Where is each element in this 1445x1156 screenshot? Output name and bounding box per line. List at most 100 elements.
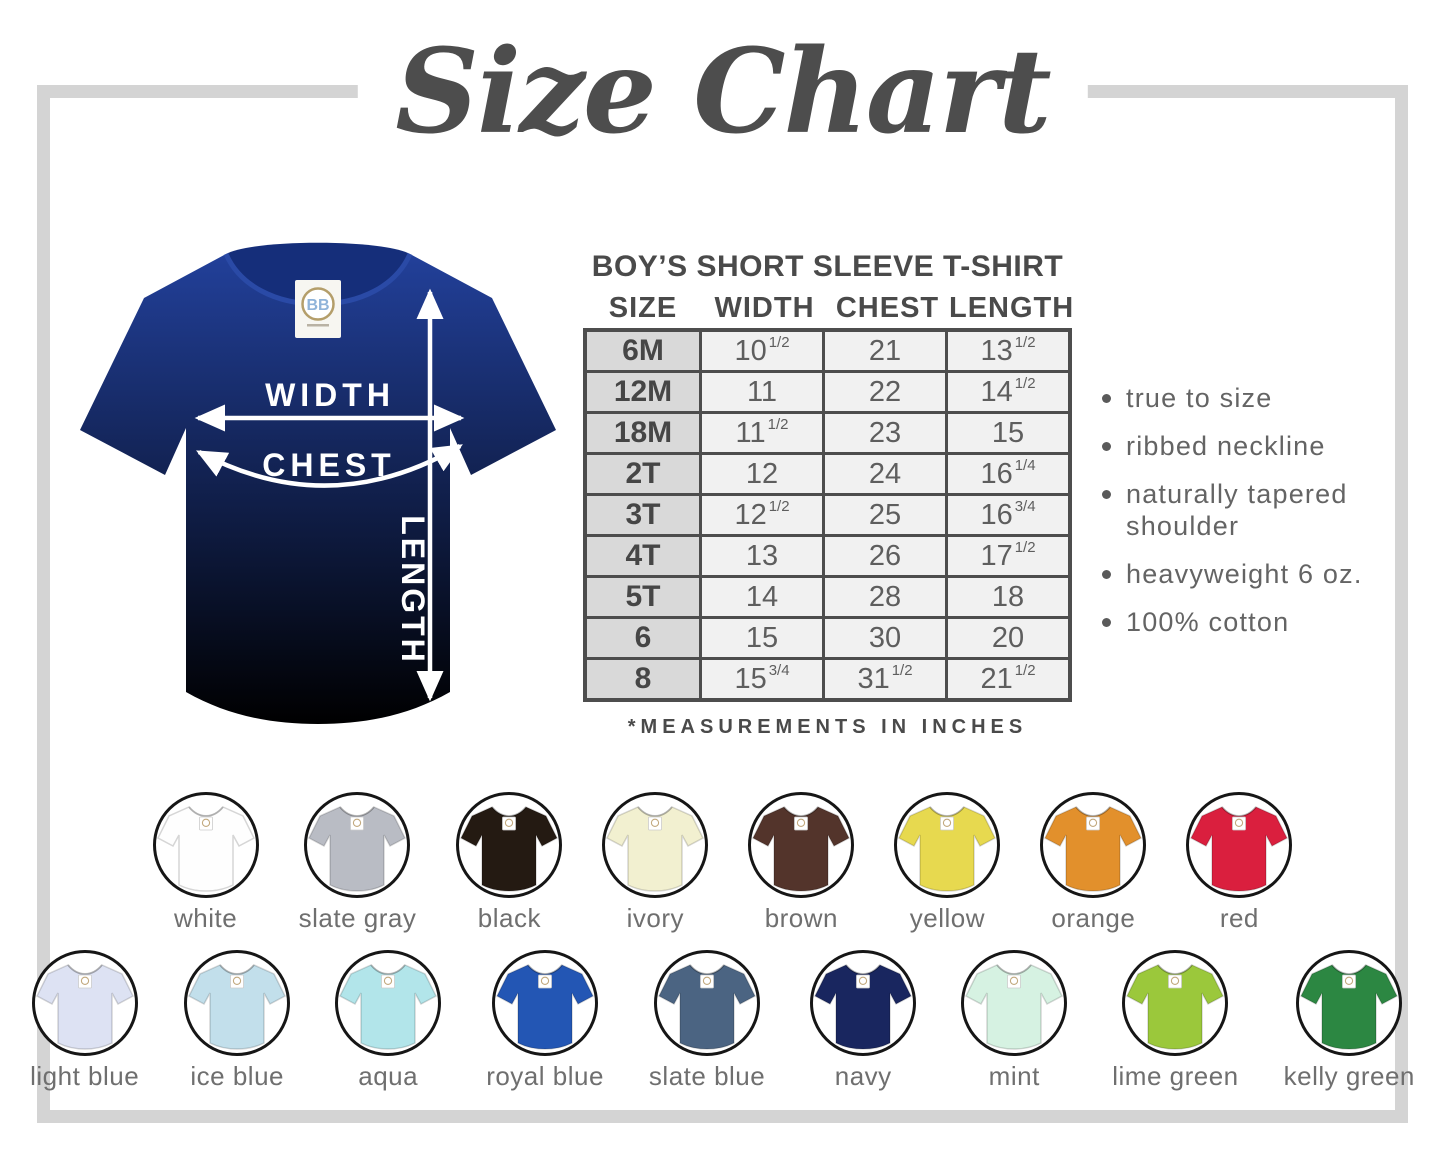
swatch-item: light blue: [30, 950, 139, 1092]
tshirt-icon: [156, 806, 255, 892]
size-cell: 3T: [587, 496, 702, 534]
width-cell: 10 1/2: [702, 332, 825, 370]
swatch-item: brown: [748, 792, 855, 934]
tshirt-icon: [1126, 964, 1225, 1050]
bullet-dot: [1102, 490, 1111, 499]
swatch-label: mint: [988, 1061, 1040, 1091]
swatch-circle: [1040, 792, 1147, 898]
table-row: 3T 12 1/2 25 16 3/4: [587, 496, 1068, 537]
bullet-dot: [1102, 442, 1111, 451]
swatch-label: slate blue: [648, 1061, 766, 1091]
width-label: WIDTH: [265, 377, 395, 413]
feature-item: naturally tapered shoulder: [1102, 478, 1432, 542]
color-swatches-row-2: light blue ice blue aqua royal blue slat…: [0, 950, 1445, 1092]
chest-cell: 30: [825, 619, 948, 657]
swatch-label: brown: [764, 903, 839, 933]
swatch-label: ice blue: [190, 1061, 284, 1091]
tshirt-icon: [35, 964, 134, 1050]
swatch-label: ivory: [626, 903, 685, 933]
width-cell: 12 1/2: [702, 496, 825, 534]
swatch-circle: [602, 792, 709, 898]
page-title: Size Chart: [357, 0, 1088, 198]
swatch-circle: [456, 792, 563, 898]
swatch-label: slate gray: [298, 903, 417, 933]
swatch-label: orange: [1051, 903, 1136, 933]
length-cell: 16 3/4: [948, 496, 1068, 534]
swatch-circle: [492, 950, 599, 1056]
chest-cell: 21: [825, 332, 948, 370]
column-header-width: WIDTH: [714, 292, 815, 324]
swatch-item: black: [456, 792, 563, 934]
table-heading: BOY’S SHORT SLEEVE T-SHIRT: [591, 250, 1064, 283]
table-row: 8 15 3/4 31 1/2 21 1/2: [587, 660, 1068, 698]
width-cell: 13: [702, 537, 825, 575]
tshirt-icon: [898, 806, 997, 892]
swatch-circle: [184, 950, 291, 1056]
width-cell: 11 1/2: [702, 414, 825, 452]
size-cell: 12M: [587, 373, 702, 411]
brand-logo-circle: [301, 287, 335, 321]
brand-logo-text: BB: [306, 297, 329, 314]
tshirt-icon: [1044, 806, 1143, 892]
swatch-circle: [748, 792, 855, 898]
size-cell: 8: [587, 660, 702, 698]
length-cell: 13 1/2: [948, 332, 1068, 370]
swatch-circle: [810, 950, 917, 1056]
tshirt-icon: [339, 964, 438, 1050]
width-cell: 14: [702, 578, 825, 616]
tshirt-diagram: BB WIDTH CHEST LENGTH: [80, 242, 556, 724]
size-cell: 18M: [587, 414, 702, 452]
chest-cell: 23: [825, 414, 948, 452]
length-label: LENGTH: [395, 515, 431, 665]
size-cell: 4T: [587, 537, 702, 575]
bullet-dot: [1102, 618, 1111, 627]
color-swatches-row-1: white slate gray black ivory brown yello…: [0, 792, 1445, 934]
chest-cell: 24: [825, 455, 948, 493]
length-cell: 20: [948, 619, 1068, 657]
length-cell: 16 1/4: [948, 455, 1068, 493]
tshirt-icon: [1300, 964, 1399, 1050]
swatch-label: yellow: [909, 903, 985, 933]
size-cell: 6M: [587, 332, 702, 370]
collar: [226, 242, 410, 304]
swatch-item: orange: [1040, 792, 1147, 934]
collar-tag: BB: [295, 280, 341, 338]
width-cell: 15 3/4: [702, 660, 825, 698]
swatch-label: kelly green: [1283, 1061, 1415, 1091]
width-cell: 15: [702, 619, 825, 657]
swatch-circle: [31, 950, 138, 1056]
tshirt-icon: [752, 806, 851, 892]
measurements-note: *MEASUREMENTS IN INCHES: [627, 716, 1028, 738]
bullet-dot: [1102, 570, 1111, 579]
size-cell: 5T: [587, 578, 702, 616]
swatch-item: mint: [961, 950, 1068, 1092]
chest-cell: 25: [825, 496, 948, 534]
length-cell: 18: [948, 578, 1068, 616]
features-list: true to size ribbed neckline naturally tap…: [1102, 382, 1432, 654]
table-row: 6M 10 1/2 21 13 1/2: [587, 332, 1068, 373]
size-table: 6M 10 1/2 21 13 1/2 12M 11 22 14 1/2 18M 11 1/2 23 15 2T…: [583, 328, 1072, 702]
swatch-label: red: [1219, 903, 1259, 933]
tshirt-icon: [965, 964, 1064, 1050]
tshirt-icon: [1190, 806, 1289, 892]
chest-cell: 31 1/2: [825, 660, 948, 698]
size-cell: 2T: [587, 455, 702, 493]
swatch-item: ice blue: [184, 950, 291, 1092]
bullet-dot: [1102, 394, 1111, 403]
column-header-length: LENGTH: [949, 292, 1075, 324]
feature-item: true to size: [1102, 382, 1432, 414]
chest-label: CHEST: [262, 447, 395, 483]
table-row: 5T 14 28 18: [587, 578, 1068, 619]
swatch-circle: [304, 792, 411, 898]
tshirt-icon: [188, 964, 287, 1050]
swatch-item: slate blue: [649, 950, 765, 1092]
size-cell: 6: [587, 619, 702, 657]
table-row: 12M 11 22 14 1/2: [587, 373, 1068, 414]
tshirt-icon: [814, 964, 913, 1050]
length-cell: 21 1/2: [948, 660, 1068, 698]
swatch-circle: [1296, 950, 1403, 1056]
width-cell: 12: [702, 455, 825, 493]
swatch-label: lime green: [1112, 1061, 1239, 1091]
tshirt-icon: [460, 806, 559, 892]
swatch-label: aqua: [358, 1061, 419, 1091]
